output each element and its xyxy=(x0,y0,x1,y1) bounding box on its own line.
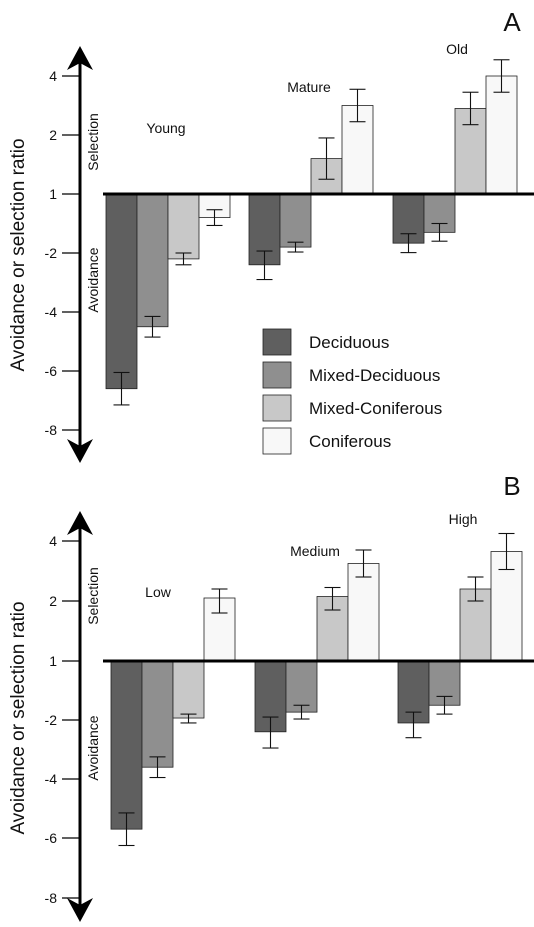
panel-letter: A xyxy=(503,7,521,37)
group-label: Mature xyxy=(287,79,331,95)
selection-label: Selection xyxy=(85,113,101,171)
y-axis-title: Avoidance or selection ratio xyxy=(8,601,29,834)
legend-swatch-deciduous xyxy=(262,328,292,356)
legend-swatch-mixed-deciduous xyxy=(262,361,292,389)
y-tick-label: -8 xyxy=(45,890,58,906)
y-tick-label: -2 xyxy=(45,712,58,728)
y-axis-title: Avoidance or selection ratio xyxy=(8,138,29,371)
y-tick-label: 2 xyxy=(49,593,57,609)
legend-label: Mixed-Deciduous xyxy=(309,366,440,385)
legend-swatch-coniferous xyxy=(262,427,292,455)
bar-mixed-deciduous xyxy=(141,660,174,768)
y-tick-label: -6 xyxy=(45,363,58,379)
selection-label: Selection xyxy=(85,567,101,625)
down-arrow-icon xyxy=(67,898,93,922)
y-tick-label: -2 xyxy=(45,245,58,261)
panel-a: A 4 2 1 -2 -4 -6 -8 Avoidance or selection ratio… xyxy=(8,7,534,463)
legend-label: Coniferous xyxy=(309,432,391,451)
bar-deciduous xyxy=(105,193,138,390)
legend: Deciduous Mixed-Deciduous Mixed-Coniferous… xyxy=(262,328,442,455)
group-label: Young xyxy=(146,120,185,136)
bar-mixed-coniferous xyxy=(167,193,200,260)
up-arrow-icon xyxy=(67,511,93,535)
y-tick-label: 2 xyxy=(49,127,57,143)
up-arrow-icon xyxy=(67,46,93,70)
bar-deciduous xyxy=(110,660,143,830)
group-label: Old xyxy=(446,41,468,57)
y-tick-label: 1 xyxy=(49,186,57,202)
legend-label: Mixed-Coniferous xyxy=(309,399,442,418)
bar-mixed-deciduous xyxy=(279,193,312,248)
group-label: Low xyxy=(145,584,172,600)
bar-coniferous xyxy=(347,563,380,662)
y-tick-label: 4 xyxy=(49,68,57,84)
panel-letter: B xyxy=(503,471,520,501)
y-tick-label: 4 xyxy=(49,533,57,549)
panel-b: B 4 2 1 -2 -4 -6 -8 Avoidance or selection ratio… xyxy=(8,471,534,922)
avoidance-label: Avoidance xyxy=(85,715,101,780)
down-arrow-icon xyxy=(67,439,93,463)
legend-swatch-mixed-coniferous xyxy=(262,394,292,422)
legend-label: Deciduous xyxy=(309,333,389,352)
y-tick-label: -8 xyxy=(45,422,58,438)
avoidance-label: Avoidance xyxy=(85,247,101,312)
y-tick-label: 1 xyxy=(49,653,57,669)
bar-mixed-deciduous xyxy=(285,660,318,713)
bar-mixed-deciduous xyxy=(136,193,169,328)
y-tick-label: -4 xyxy=(45,771,58,787)
bar-coniferous xyxy=(485,75,518,195)
group-label: High xyxy=(449,511,478,527)
y-tick-label: -6 xyxy=(45,830,58,846)
bar-mixed-coniferous xyxy=(172,660,205,719)
group-label: Medium xyxy=(290,543,340,559)
y-tick-label: -4 xyxy=(45,304,58,320)
